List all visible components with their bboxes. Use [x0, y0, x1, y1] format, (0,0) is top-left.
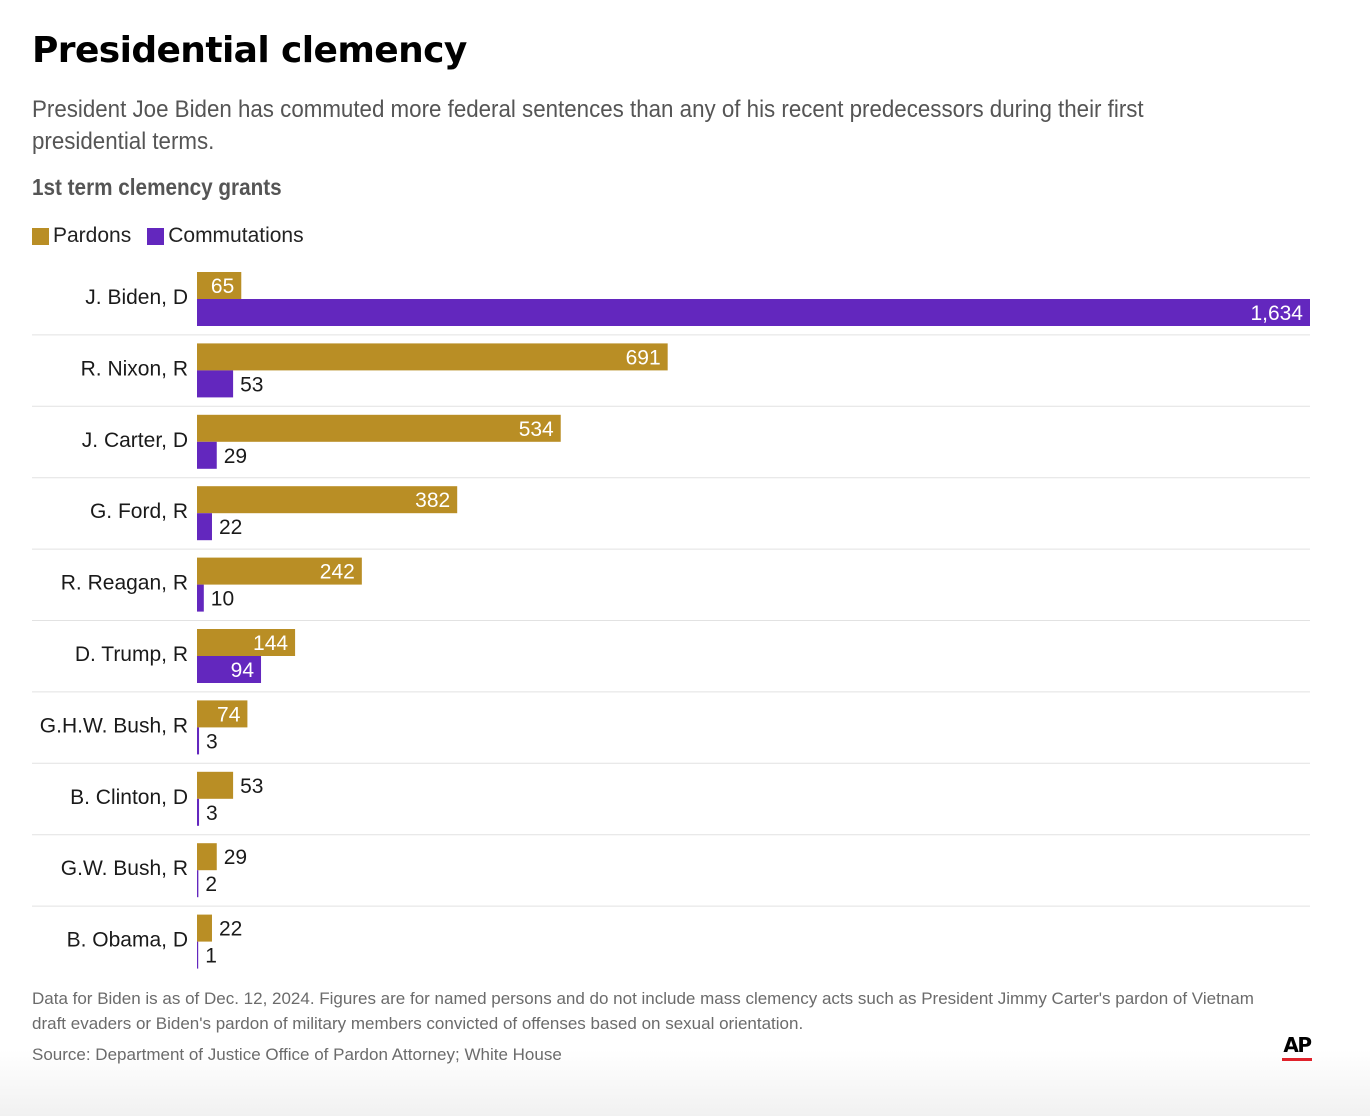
ap-logo-text: AP [1283, 1033, 1312, 1057]
bar-commutations-g-h-w-bush-r [197, 727, 200, 755]
value-label-pardons-g-w-bush-r: 29 [224, 846, 247, 869]
bar-commutations-g-ford-r [197, 513, 212, 541]
legend-item-commutations: Commutations [147, 224, 304, 248]
bar-commutations-d-trump-r [197, 656, 262, 683]
value-label-pardons-r-nixon-r: 691 [626, 346, 661, 369]
bar-pardons-j-carter-d [197, 414, 561, 442]
value-label-commutations-r-nixon-r: 53 [240, 373, 263, 396]
category-label-d-trump-r: D. Trump, R [75, 643, 188, 666]
chart-subtitle: President Joe Biden has commuted more fe… [32, 96, 1144, 155]
value-label-commutations-j-carter-d: 29 [224, 445, 247, 468]
value-label-pardons-j-biden-d: 65 [211, 275, 234, 298]
legend-label-commutations: Commutations [168, 224, 304, 247]
value-label-pardons-j-carter-d: 534 [519, 418, 554, 441]
bar-pardons-j-biden-d [197, 272, 242, 299]
legend-item-pardons: Pardons [32, 224, 131, 248]
category-label-g-h-w-bush-r: G.H.W. Bush, R [40, 714, 188, 737]
category-label-b-clinton-d: B. Clinton, D [70, 786, 188, 809]
value-label-commutations-g-w-bush-r: 2 [205, 873, 217, 896]
category-label-r-reagan-r: R. Reagan, R [61, 572, 188, 595]
bar-chart: J. Biden, D 65 1,634 R. Nixon, R 691 53 J. Car… [32, 272, 1310, 969]
legend: Pardons Commutations [32, 224, 320, 248]
value-label-commutations-r-reagan-r: 10 [211, 588, 234, 611]
legend-swatch-pardons [32, 227, 49, 245]
value-label-commutations-b-clinton-d: 3 [206, 802, 218, 825]
bar-commutations-b-clinton-d [197, 798, 200, 826]
value-label-pardons-g-ford-r: 382 [415, 489, 450, 512]
value-label-pardons-b-clinton-d: 53 [240, 775, 263, 798]
bar-pardons-d-trump-r [197, 629, 296, 656]
category-label-g-ford-r: G. Ford, R [90, 500, 188, 523]
source-line: Source: Department of Justice Office of … [32, 1045, 562, 1064]
bar-commutations-j-biden-d [197, 299, 1310, 326]
bar-pardons-r-nixon-r [197, 343, 668, 371]
ap-logo: AP [1282, 1033, 1312, 1061]
category-label-r-nixon-r: R. Nixon, R [81, 357, 188, 380]
value-label-commutations-j-biden-d: 1,634 [1250, 302, 1303, 325]
bar-commutations-g-w-bush-r [197, 870, 199, 898]
category-label-j-carter-d: J. Carter, D [82, 429, 188, 452]
bar-pardons-g-w-bush-r [197, 843, 217, 871]
bar-commutations-r-reagan-r [197, 584, 204, 612]
value-label-pardons-g-h-w-bush-r: 74 [217, 703, 241, 726]
category-label-j-biden-d: J. Biden, D [85, 286, 188, 309]
bar-pardons-r-reagan-r [197, 557, 362, 585]
value-label-pardons-d-trump-r: 144 [253, 632, 288, 655]
legend-swatch-commutations [147, 227, 165, 245]
chart-heading: 1st term clemency grants [32, 174, 282, 200]
value-label-pardons-b-obama-d: 22 [219, 918, 242, 941]
value-label-commutations-g-ford-r: 22 [219, 516, 242, 539]
bar-pardons-g-h-w-bush-r [197, 700, 248, 728]
bar-commutations-b-obama-d [197, 941, 199, 969]
value-label-commutations-d-trump-r: 94 [231, 659, 255, 682]
value-label-commutations-g-h-w-bush-r: 3 [206, 730, 218, 753]
bar-commutations-r-nixon-r [197, 370, 234, 398]
category-label-b-obama-d: B. Obama, D [67, 929, 188, 952]
value-label-commutations-b-obama-d: 1 [205, 945, 217, 968]
legend-label-pardons: Pardons [53, 224, 132, 247]
bar-pardons-b-obama-d [197, 914, 212, 942]
chart-title: Presidential clemency [32, 30, 467, 71]
footnote: Data for Biden is as of Dec. 12, 2024. F… [32, 989, 1254, 1033]
category-label-g-w-bush-r: G.W. Bush, R [61, 857, 188, 880]
value-label-pardons-r-reagan-r: 242 [320, 561, 355, 584]
bar-pardons-g-ford-r [197, 486, 458, 514]
bar-pardons-b-clinton-d [197, 771, 234, 799]
bar-commutations-j-carter-d [197, 441, 217, 469]
ap-logo-bar [1282, 1058, 1312, 1061]
